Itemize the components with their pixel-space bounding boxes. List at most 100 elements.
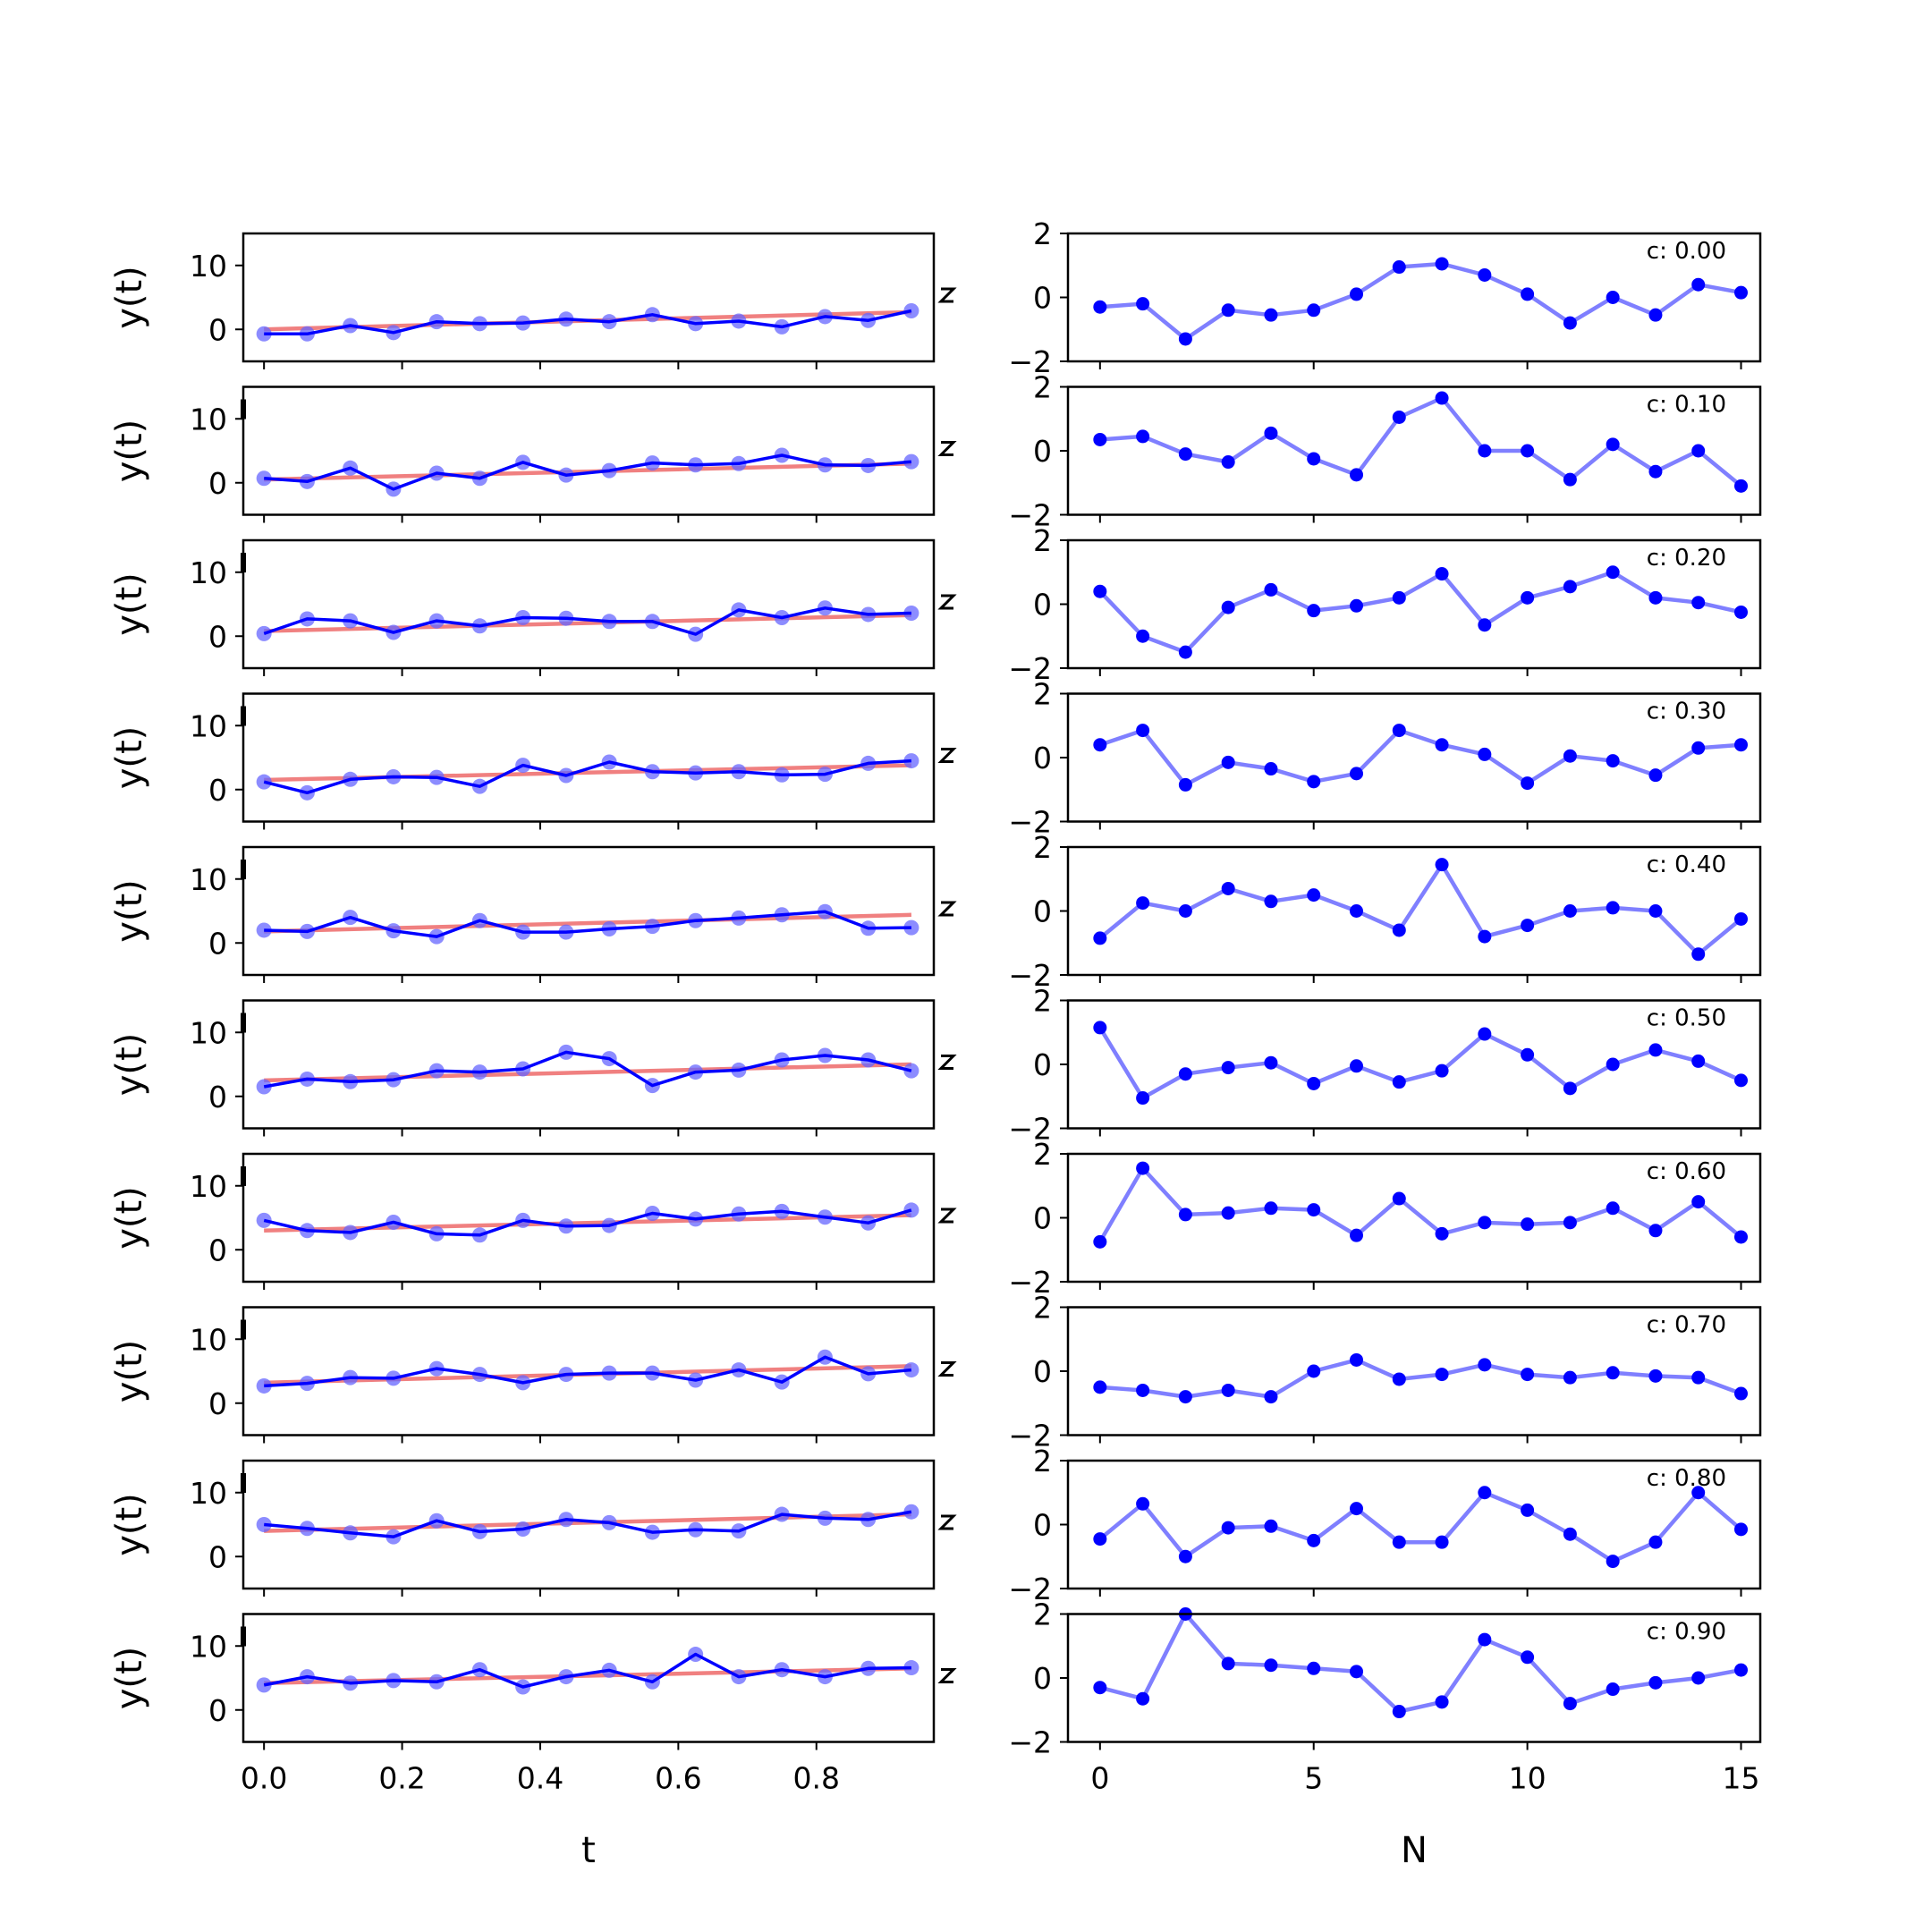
residual-point [1734,479,1748,493]
y-tick-label: 2 [1033,1597,1052,1632]
right-panel-3: −2 0 2 c: 0.30 [1008,677,1762,840]
residual-point [1734,285,1748,300]
data-series-line [263,1652,911,1689]
left-panel-5: 0 10 y(t) [109,999,957,1137]
data-series-line [263,1050,912,1089]
residual-point [1606,437,1620,452]
panel-label: c: 0.40 [1647,852,1726,878]
left-panel-frame [242,538,936,670]
residual-point [1264,1055,1278,1070]
residual-point [1563,1081,1577,1096]
data-point-marker [256,1677,272,1693]
residual-point [1093,1234,1107,1249]
residual-point [1521,1368,1535,1382]
row-3: 0 10 y(t) −2 0 2 c: 0.30 [109,677,1762,840]
residual-point [1221,1383,1235,1397]
residual-point [1264,1658,1278,1673]
y-tick-label: 10 [190,555,227,590]
data-point-marker [256,922,272,938]
left-y-axis-label: y(t) [109,879,150,943]
residual-point [1178,645,1192,659]
y-tick-label: −2 [1008,344,1052,379]
residual-point [1435,738,1449,752]
residual-point [1648,768,1663,783]
residual-point [1435,1695,1449,1709]
data-point-marker [903,1202,919,1218]
data-series-line [264,453,912,491]
residual-point [1350,1665,1363,1679]
residual-point [1392,590,1406,605]
residual-point [1648,904,1663,918]
residual-point [1350,904,1363,918]
data-point-marker [903,1362,919,1378]
residual-point [1563,1216,1577,1230]
residual-point [1221,455,1235,470]
y-tick-label: 10 [190,1476,227,1511]
right-panel-4: −2 0 2 c: 0.40 [1008,830,1762,993]
residual-point [1093,432,1107,446]
residual-point [1563,580,1577,594]
residual-point [1350,767,1363,781]
residual-point [1392,1075,1406,1089]
residual-point [1350,1059,1363,1073]
residual-point [1521,444,1535,458]
data-series-line [264,1355,912,1388]
residual-point [1521,1047,1535,1062]
residual-point [1221,600,1235,614]
y-tick-label: 10 [190,708,227,743]
residual-point [1392,1535,1406,1549]
y-tick-label: 0 [208,466,227,501]
residual-point [1350,598,1363,613]
residual-point [1136,896,1150,911]
residual-point [1563,472,1577,487]
residual-point [1136,1383,1150,1397]
residual-point [1178,1208,1192,1222]
panel-label: c: 0.10 [1647,392,1726,419]
residual-point [1521,919,1535,933]
y-tick-label: 0 [208,619,227,654]
right-panel-5: −2 0 2 c: 0.50 [1008,984,1762,1147]
residual-point [1307,775,1321,789]
y-tick-label: −2 [1008,1572,1052,1606]
row-7: 0 10 y(t) −2 0 2 c: 0.70 [109,1291,1762,1453]
panel-label: c: 0.30 [1647,699,1726,725]
data-point-marker [256,1212,272,1228]
residual-point [1264,582,1278,597]
clipped-glyph [241,1319,246,1340]
residual-point [1521,287,1535,301]
residual-point [1392,260,1406,275]
y-tick-label: −2 [1008,1419,1052,1453]
y-tick-label: 10 [190,249,227,284]
data-point-marker [903,753,919,769]
clipped-glyph [241,1013,246,1033]
residual-point [1392,410,1406,424]
left-panel-frame [242,692,936,823]
data-point-marker [903,1660,919,1676]
left-y-axis-label: y(t) [109,419,150,483]
residual-point [1221,303,1235,318]
y-tick-label: 0 [1033,1508,1052,1543]
y-tick-label: 0 [1033,1354,1052,1389]
residual-point [1478,747,1492,761]
residual-point [1093,738,1107,752]
y-tick-label: −2 [1008,1265,1052,1300]
residual-point [1691,596,1706,610]
residual-point [1648,1043,1663,1057]
panels: 0 10 y(t) −2 0 2 c: 0.00 0 10 y(t) −2 0 2 c: 0.10 0 10 y… [109,216,1762,1796]
row-0: 0 10 y(t) −2 0 2 c: 0.00 [109,216,1762,379]
y-tick-label: 2 [1033,984,1052,1019]
row-4: 0 10 y(t) −2 0 2 c: 0.40 [109,830,1762,993]
residual-point [1691,947,1706,962]
y-tick-label: −2 [1008,1725,1052,1760]
data-series-line [264,910,911,938]
row-9: 0 10 y(t) 0.0 0.2 0.4 0.6 0.8 −2 0 2 0 5 10 15 c: 0.90 [109,1597,1762,1796]
fit-line [264,613,911,633]
residual-point [1563,316,1577,330]
row-6: 0 10 y(t) −2 0 2 c: 0.60 [109,1137,1762,1300]
residual-point [1734,605,1748,619]
data-point-marker [256,1377,272,1394]
residual-point [1478,1358,1492,1372]
x-tick-label: 0 [1090,1761,1109,1796]
residual-point [1521,590,1535,605]
residual-point [1606,291,1620,304]
